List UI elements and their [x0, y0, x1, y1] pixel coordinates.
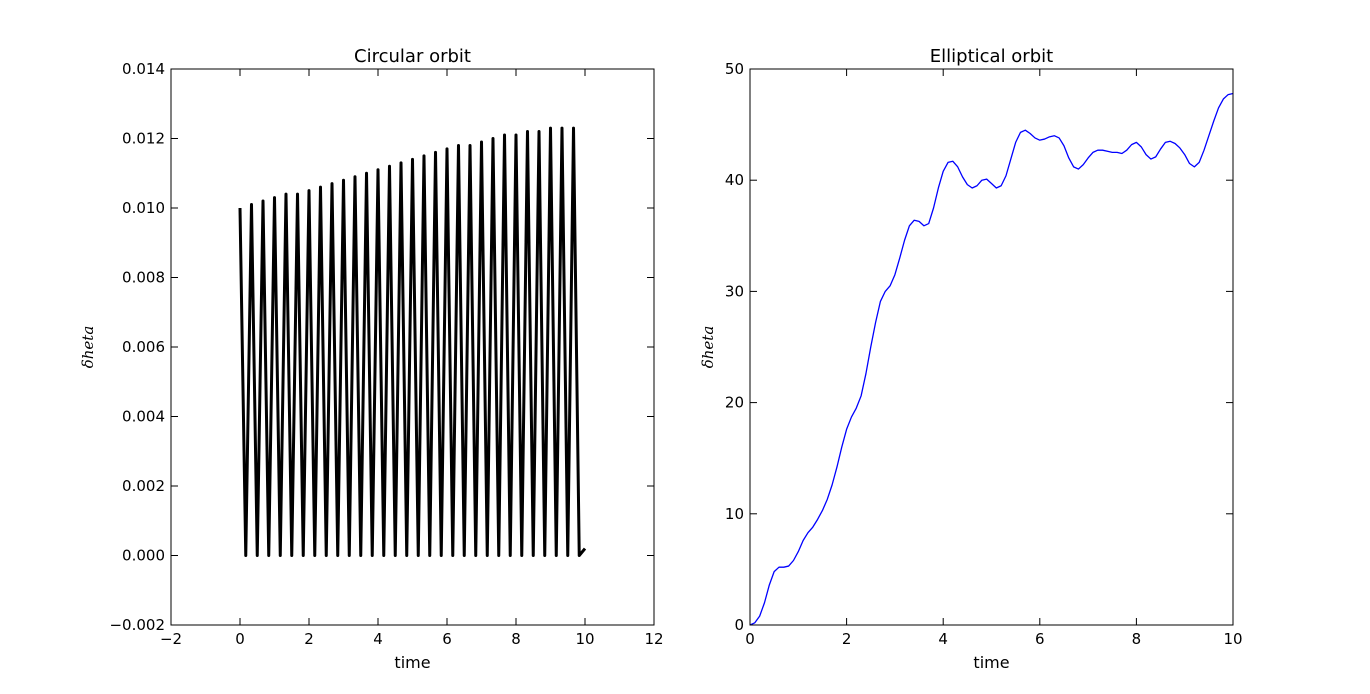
elliptical-orbit-xtick-label: 6	[1035, 630, 1045, 648]
circular-orbit-xtick-label: 0	[235, 630, 245, 648]
elliptical-orbit-ytick-label: 10	[725, 505, 744, 523]
elliptical-orbit-ylabel: δheta	[699, 326, 717, 369]
elliptical-orbit-ytick-label: 0	[734, 616, 744, 634]
circular-orbit-panel: Circular orbit time δheta −2 0 2 4 6 8 10 12 −0.…	[79, 46, 664, 672]
elliptical-orbit-series-line	[749, 92, 1234, 626]
elliptical-orbit-axes-frame	[749, 68, 1234, 626]
circular-orbit-xtick-label: 6	[442, 630, 452, 648]
elliptical-orbit-xtick-label: 10	[1223, 630, 1242, 648]
elliptical-orbit-xtick-label: 0	[745, 630, 755, 648]
circular-orbit-ytick-label: 0.010	[122, 199, 165, 217]
circular-orbit-ytick-label: 0.008	[122, 269, 165, 287]
circular-orbit-xtick-label: 12	[644, 630, 663, 648]
circular-orbit-ytick-label: −0.002	[109, 616, 165, 634]
elliptical-orbit-panel: Elliptical orbit time δheta 0 2 4 6 8 10 0 10 20…	[699, 46, 1243, 672]
circular-orbit-xtick-label: −2	[160, 630, 182, 648]
circular-orbit-xtick-label: 2	[304, 630, 314, 648]
circular-orbit-series-line	[238, 126, 587, 557]
circular-orbit-xtick-label: 4	[373, 630, 383, 648]
circular-orbit-ytick-label: 0.002	[122, 477, 165, 495]
elliptical-orbit-xtick-label: 2	[842, 630, 852, 648]
circular-orbit-ytick-label: 0.014	[122, 60, 165, 78]
circular-orbit-xtick-label: 10	[575, 630, 594, 648]
circular-orbit-ylabel: δheta	[79, 326, 97, 369]
elliptical-orbit-xtick-label: 8	[1132, 630, 1142, 648]
elliptical-orbit-title: Elliptical orbit	[930, 46, 1053, 67]
elliptical-orbit-ytick-label: 20	[725, 394, 744, 412]
elliptical-orbit-xlabel: time	[973, 653, 1009, 672]
elliptical-orbit-ytick-label: 30	[725, 282, 744, 300]
elliptical-orbit-xtick-label: 4	[938, 630, 948, 648]
circular-orbit-ytick-label: 0.000	[122, 547, 165, 565]
circular-orbit-title: Circular orbit	[354, 46, 471, 67]
elliptical-orbit-ytick-label: 50	[725, 60, 744, 78]
circular-orbit-xtick-label: 8	[511, 630, 521, 648]
elliptical-orbit-ytick-label: 40	[725, 171, 744, 189]
circular-orbit-ytick-label: 0.012	[122, 130, 165, 148]
circular-orbit-ytick-label: 0.004	[122, 408, 165, 426]
circular-orbit-xlabel: time	[394, 653, 430, 672]
circular-orbit-ytick-label: 0.006	[122, 338, 165, 356]
